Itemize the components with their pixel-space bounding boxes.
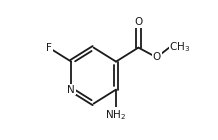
Text: O: O xyxy=(134,17,143,27)
Text: F: F xyxy=(46,43,52,53)
Text: N: N xyxy=(67,85,75,95)
Text: NH$_2$: NH$_2$ xyxy=(106,108,127,122)
Text: CH$_3$: CH$_3$ xyxy=(169,41,190,54)
Text: O: O xyxy=(152,52,161,62)
